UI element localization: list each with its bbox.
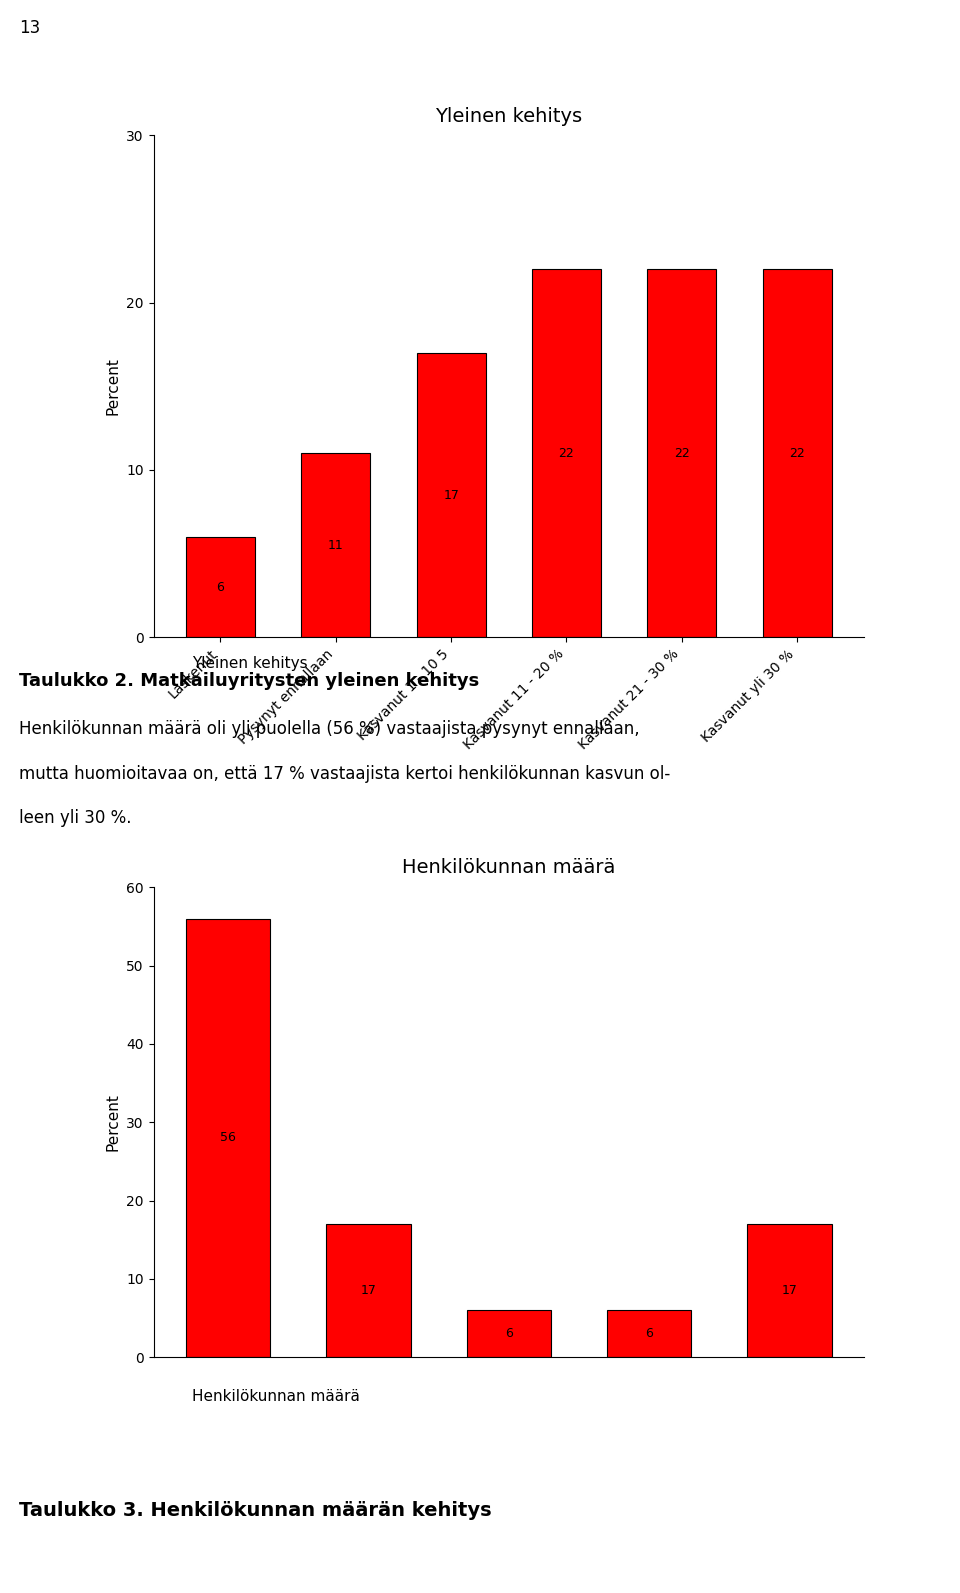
Text: leen yli 30 %.: leen yli 30 %. <box>19 809 132 827</box>
Y-axis label: Percent: Percent <box>106 1093 121 1152</box>
Text: Taulukko 3. Henkilökunnan määrän kehitys: Taulukko 3. Henkilökunnan määrän kehitys <box>19 1501 492 1520</box>
Bar <box>532 269 601 637</box>
Text: 22: 22 <box>559 446 574 460</box>
Title: Henkilökunnan määrä: Henkilökunnan määrä <box>402 859 615 878</box>
Text: mutta huomioitavaa on, että 17 % vastaajista kertoi henkilökunnan kasvun ol-: mutta huomioitavaa on, että 17 % vastaaj… <box>19 765 670 782</box>
Bar <box>762 269 831 637</box>
Text: 6: 6 <box>645 1327 653 1340</box>
Text: 13: 13 <box>19 19 40 37</box>
Bar <box>326 1223 411 1357</box>
Text: 22: 22 <box>789 446 805 460</box>
Text: 6: 6 <box>505 1327 513 1340</box>
Text: 17: 17 <box>444 489 459 502</box>
Bar <box>467 1309 551 1357</box>
Title: Yleinen kehitys: Yleinen kehitys <box>435 107 583 126</box>
Bar <box>301 452 371 637</box>
Bar <box>607 1309 691 1357</box>
Bar <box>186 919 270 1357</box>
Bar <box>186 537 255 637</box>
Text: 6: 6 <box>217 580 225 594</box>
Text: Taulukko 2. Matkailuyritysten yleinen kehitys: Taulukko 2. Matkailuyritysten yleinen ke… <box>19 672 479 690</box>
Text: 17: 17 <box>360 1284 376 1297</box>
Bar <box>647 269 716 637</box>
Text: Henkilökunnan määrä: Henkilökunnan määrä <box>192 1389 360 1403</box>
Text: 22: 22 <box>674 446 689 460</box>
Text: Henkilökunnan määrä oli yli puolella (56 %) vastaajista pysynyt ennallaan,: Henkilökunnan määrä oli yli puolella (56… <box>19 720 639 738</box>
Text: 17: 17 <box>781 1284 798 1297</box>
Y-axis label: Percent: Percent <box>106 357 121 416</box>
Text: Yleinen kehitys: Yleinen kehitys <box>192 656 307 671</box>
Bar <box>748 1223 831 1357</box>
Text: 56: 56 <box>220 1131 236 1144</box>
Text: 11: 11 <box>328 538 344 551</box>
Bar <box>417 352 486 637</box>
